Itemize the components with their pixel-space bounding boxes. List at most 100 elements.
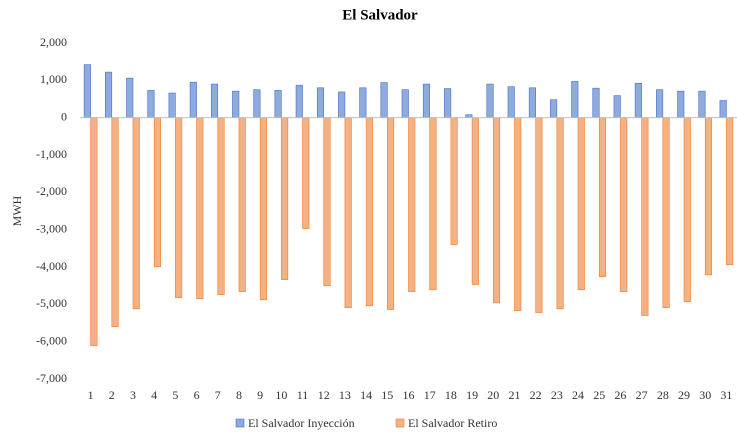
x-tick-label: 26	[614, 388, 626, 402]
bar	[683, 117, 691, 303]
bar	[259, 117, 267, 301]
bar	[556, 117, 564, 310]
bar	[168, 92, 176, 118]
x-tick-label: 4	[151, 388, 157, 402]
bar	[232, 90, 240, 118]
bar	[492, 117, 501, 304]
bar	[104, 71, 113, 118]
x-tick-label: 16	[403, 388, 415, 402]
bar	[338, 91, 346, 118]
bar	[677, 90, 685, 118]
bar	[126, 77, 134, 118]
x-tick-label: 23	[551, 388, 563, 402]
x-tick-label: 11	[297, 388, 309, 402]
bar	[471, 117, 479, 285]
bar	[514, 117, 522, 311]
bar	[486, 83, 494, 118]
bar	[90, 117, 98, 347]
bar	[528, 87, 536, 118]
x-tick-label: 14	[360, 388, 372, 402]
bar	[196, 117, 204, 300]
bar	[450, 117, 458, 245]
bar	[634, 83, 642, 118]
bar	[726, 117, 734, 266]
legend-swatch	[235, 418, 245, 428]
y-tick-label: -7,000	[36, 371, 67, 385]
x-tick-label: 29	[678, 388, 690, 402]
bar	[217, 117, 225, 295]
bar	[571, 81, 579, 118]
bar	[592, 87, 600, 118]
bar	[550, 99, 558, 118]
bar	[365, 117, 373, 307]
bar	[147, 90, 155, 118]
bar	[408, 117, 416, 292]
bar	[613, 95, 621, 118]
bar	[302, 117, 310, 229]
x-tick-label: 18	[445, 388, 457, 402]
bar	[387, 117, 395, 310]
x-tick-label: 17	[424, 388, 436, 402]
bar	[507, 86, 515, 118]
bar	[535, 117, 543, 313]
bar	[359, 87, 367, 118]
x-tick-label: 31	[720, 388, 732, 402]
x-tick-label: 7	[215, 388, 221, 402]
x-tick-label: 28	[657, 388, 669, 402]
x-tick-label: 21	[508, 388, 520, 402]
x-tick-label: 25	[593, 388, 605, 402]
bar	[274, 90, 282, 118]
bar	[323, 117, 331, 286]
bar	[401, 89, 409, 118]
x-tick-label: 1	[88, 388, 94, 402]
bar	[153, 117, 161, 267]
bar	[444, 88, 452, 118]
x-tick-label: 12	[318, 388, 330, 402]
x-tick-label: 9	[257, 388, 263, 402]
y-tick-label: -6,000	[36, 333, 67, 347]
legend-swatch	[395, 418, 405, 428]
bar	[698, 90, 706, 118]
chart-title: El Salvador	[342, 7, 418, 23]
y-tick-label: 0	[61, 109, 67, 123]
x-tick-label: 24	[572, 388, 584, 402]
y-axis-label: MWH	[10, 195, 24, 226]
x-tick-label: 2	[109, 388, 115, 402]
x-tick-label: 10	[275, 388, 287, 402]
bar	[210, 83, 219, 118]
bar	[253, 89, 261, 118]
bar	[344, 117, 352, 308]
y-tick-label: 1,000	[40, 72, 67, 86]
bar	[704, 117, 713, 276]
x-tick-label: 13	[339, 388, 351, 402]
bar	[132, 117, 140, 310]
bar	[111, 117, 119, 328]
bar	[662, 117, 670, 308]
bar	[598, 117, 607, 278]
bar	[295, 84, 303, 118]
y-tick-label: -1,000	[36, 147, 67, 161]
bar	[238, 117, 246, 292]
x-tick-label: 20	[487, 388, 499, 402]
bar	[380, 82, 388, 118]
bar	[316, 87, 325, 118]
bar	[189, 81, 197, 118]
bar	[429, 117, 437, 291]
legend-label: El Salvador Inyección	[248, 416, 355, 430]
y-tick-label: -4,000	[36, 259, 67, 273]
bar	[577, 117, 585, 291]
x-tick-label: 22	[530, 388, 542, 402]
bar	[620, 117, 628, 292]
bar	[656, 89, 664, 118]
x-tick-label: 15	[381, 388, 393, 402]
x-tick-label: 30	[699, 388, 711, 402]
x-tick-label: 3	[130, 388, 136, 402]
bar	[719, 100, 727, 118]
y-tick-label: -2,000	[36, 184, 67, 198]
bar	[641, 117, 649, 316]
x-tick-label: 5	[172, 388, 178, 402]
bar	[83, 64, 91, 118]
y-tick-label: 2,000	[40, 35, 67, 49]
bar	[422, 83, 430, 118]
x-tick-label: 27	[636, 388, 648, 402]
